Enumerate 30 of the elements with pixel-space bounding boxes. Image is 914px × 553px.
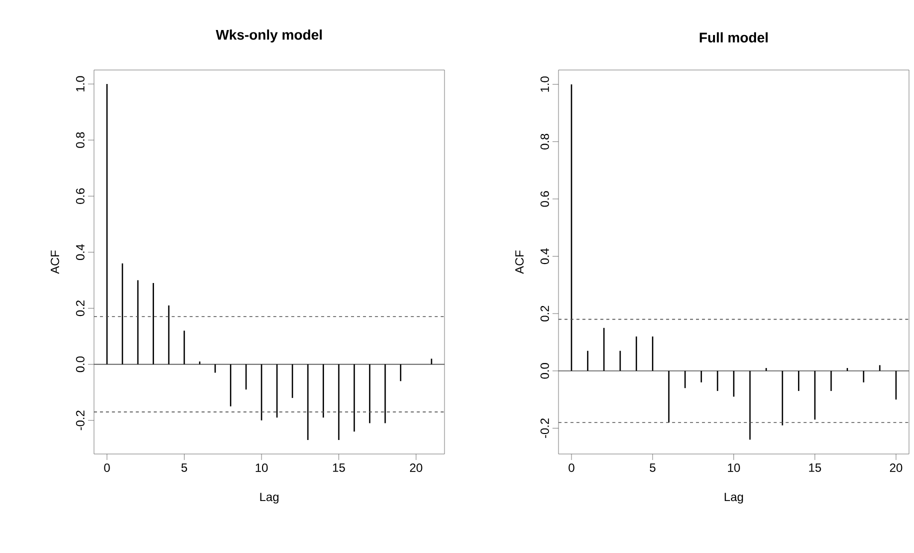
x-axis-title: Lag (724, 492, 743, 504)
y-tick-label: 0.2 (76, 300, 84, 316)
y-axis-title: ACF (515, 250, 524, 274)
y-tick-label: 0.2 (540, 306, 549, 322)
x-tick-label: 5 (181, 464, 188, 472)
y-tick-label: 0.0 (540, 363, 549, 379)
y-tick-label: 1.0 (540, 76, 549, 92)
y-tick-label: -0.2 (76, 410, 84, 430)
x-tick-label: 20 (410, 464, 422, 472)
x-tick-label: 0 (568, 464, 574, 472)
x-tick-label: 10 (256, 464, 268, 472)
x-tick-label: 0 (104, 464, 110, 472)
x-tick-label: 10 (728, 464, 740, 472)
y-tick-label: 0.0 (76, 356, 84, 372)
x-tick-label: 20 (890, 464, 902, 472)
y-tick-label: -0.2 (540, 418, 549, 438)
x-tick-label: 5 (650, 464, 656, 472)
chart-title: Wks-only model (216, 29, 322, 42)
chart-title: Full model (700, 32, 768, 42)
y-tick-label: 0.4 (540, 248, 549, 264)
y-axis-title: ACF (50, 250, 60, 274)
y-tick-label: 0.8 (540, 134, 549, 150)
y-tick-label: 0.8 (76, 132, 84, 148)
y-tick-label: 1.0 (76, 76, 84, 92)
y-tick-label: 0.6 (76, 188, 84, 204)
x-tick-label: 15 (333, 464, 345, 472)
y-tick-label: 0.6 (540, 191, 549, 207)
x-tick-label: 15 (809, 464, 822, 472)
x-axis-title: Lag (260, 492, 278, 504)
y-tick-label: 0.4 (76, 244, 84, 260)
